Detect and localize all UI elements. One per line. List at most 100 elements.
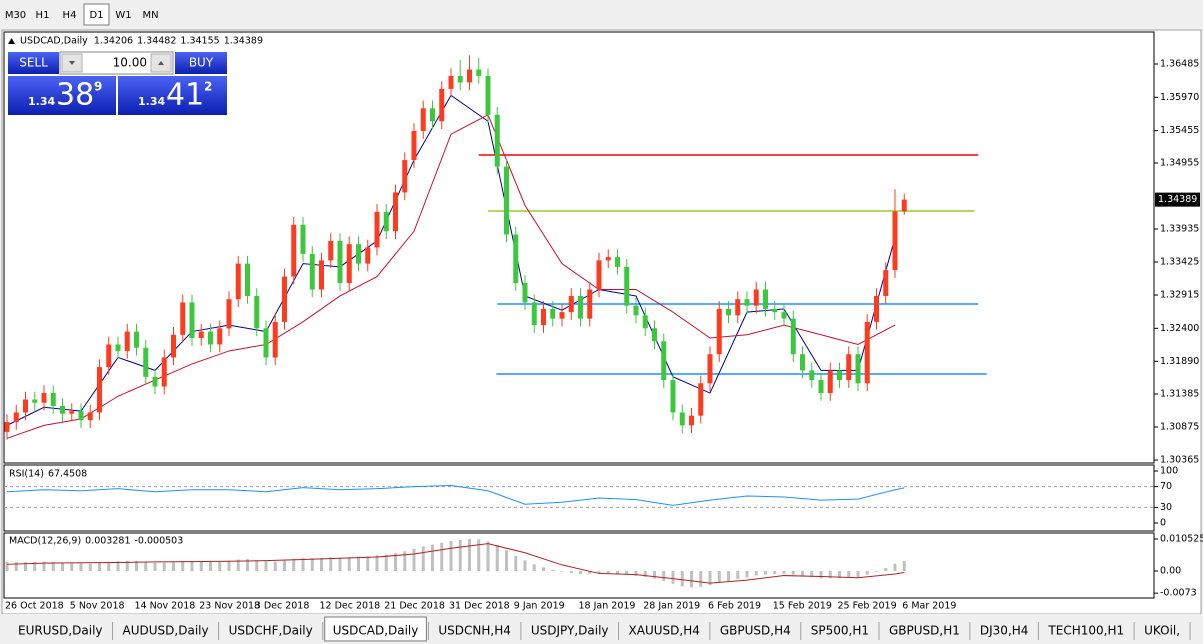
- timeframe-label[interactable]: M30: [5, 10, 26, 21]
- timeframe-label[interactable]: H1: [36, 10, 50, 21]
- tab[interactable]: [802, 620, 877, 641]
- candle-body: [448, 75, 454, 89]
- timeframe-button[interactable]: [3, 4, 28, 25]
- timeframe-label[interactable]: MN: [142, 10, 158, 21]
- tab-label[interactable]: GBPUSD,H4: [720, 624, 791, 638]
- candle-body: [189, 302, 195, 339]
- tab-label[interactable]: USDJPY,Daily: [531, 624, 609, 638]
- y-tick-label: 1.31890: [1160, 356, 1199, 367]
- tab-label[interactable]: USDCNH,H4: [438, 624, 511, 638]
- histogram-bar: [495, 545, 499, 572]
- candle-body: [818, 380, 824, 394]
- candle-body: [615, 257, 620, 267]
- tab[interactable]: [324, 616, 427, 642]
- tab-label[interactable]: TECH100,H1: [1047, 624, 1124, 638]
- ohlc-value: 1.34482: [137, 36, 176, 47]
- timeframe-label[interactable]: W1: [115, 10, 131, 21]
- timeframe-label[interactable]: H4: [63, 10, 77, 21]
- candle-body: [559, 312, 565, 319]
- sell-button[interactable]: [8, 52, 59, 74]
- x-tick-label: 6 Feb 2019: [708, 601, 761, 612]
- histogram-bar: [616, 571, 619, 574]
- toolbar: [0, 0, 1203, 29]
- histogram-bar: [209, 561, 212, 572]
- buy-label[interactable]: BUY: [189, 56, 214, 70]
- histogram-bar: [782, 571, 786, 574]
- tab-label[interactable]: DJ30,H4: [980, 624, 1029, 638]
- ask-price-big[interactable]: 1.34: [138, 95, 165, 108]
- tab[interactable]: [1040, 620, 1133, 641]
- histogram-bar: [653, 571, 656, 579]
- bid-price-big[interactable]: 1.34: [28, 95, 55, 108]
- candle-body: [494, 114, 500, 167]
- histogram-bar: [727, 571, 730, 582]
- tab-label[interactable]: USDCAD,Daily: [333, 624, 419, 638]
- sell-label[interactable]: SELL: [19, 56, 48, 70]
- tab-label[interactable]: UKOil,: [1144, 624, 1180, 638]
- x-tick-label: 21 Dec 2018: [384, 601, 445, 612]
- tab[interactable]: [522, 620, 617, 641]
- tab-label[interactable]: XAUUSD,H4: [629, 624, 700, 638]
- histogram-bar: [477, 539, 481, 572]
- tab[interactable]: [881, 620, 968, 641]
- timeframe-button[interactable]: [138, 4, 163, 25]
- histogram-bar: [514, 555, 518, 572]
- histogram-bar: [98, 562, 101, 572]
- candle-body: [365, 247, 371, 264]
- candle-body: [328, 240, 334, 261]
- timeframe-label[interactable]: D1: [89, 10, 103, 21]
- indicator-title: RSI(14): [9, 469, 44, 480]
- ask-price-box[interactable]: [118, 76, 227, 115]
- candle-body: [319, 260, 324, 290]
- histogram-bar: [338, 557, 342, 572]
- candle-body: [633, 305, 639, 316]
- timeframe-button[interactable]: [83, 3, 110, 26]
- tab-label[interactable]: USDCHF,Daily: [229, 624, 313, 638]
- histogram-bar: [273, 561, 277, 572]
- tab-label[interactable]: SP500,H1: [811, 624, 869, 638]
- candle-body: [198, 331, 204, 339]
- timeframe-button[interactable]: [57, 4, 82, 25]
- candle-body: [661, 341, 667, 381]
- timeframe-button[interactable]: [30, 4, 55, 25]
- tab[interactable]: [971, 620, 1037, 641]
- buy-button[interactable]: [175, 52, 227, 74]
- bid-price-point[interactable]: 9: [94, 80, 102, 94]
- x-tick-label: 12 Dec 2018: [320, 601, 381, 612]
- candle-body: [208, 331, 213, 345]
- lot-value[interactable]: 10.00: [113, 56, 147, 70]
- histogram-bar: [144, 561, 148, 572]
- candle-body: [78, 411, 84, 421]
- timeframe-button[interactable]: [111, 4, 136, 25]
- bid-price-box[interactable]: [8, 76, 116, 115]
- candle-body: [134, 331, 139, 348]
- lot-down-arrow: [69, 61, 75, 65]
- tab[interactable]: [114, 620, 217, 641]
- y-tick-label: 1.33935: [1160, 223, 1199, 234]
- tab-label[interactable]: GBPUSD,H1: [889, 624, 960, 638]
- tab[interactable]: [220, 620, 321, 641]
- candle-body: [735, 299, 741, 316]
- tab[interactable]: [711, 620, 799, 641]
- collapse-arrow[interactable]: [8, 38, 15, 44]
- histogram-bar: [838, 571, 841, 578]
- candle-body: [883, 270, 889, 296]
- ask-price-pips[interactable]: 41: [166, 78, 204, 113]
- histogram-bar: [14, 562, 18, 572]
- histogram-bar: [690, 571, 693, 588]
- histogram-bar: [255, 560, 259, 572]
- tab[interactable]: [10, 620, 111, 641]
- candle-body: [430, 108, 435, 122]
- tab[interactable]: [1136, 620, 1189, 641]
- indicator-line: [6, 485, 905, 506]
- lot-field[interactable]: [59, 51, 174, 75]
- tab[interactable]: [620, 620, 708, 641]
- bid-price-pips[interactable]: 38: [56, 78, 94, 113]
- histogram-bar: [51, 561, 55, 572]
- tab[interactable]: [430, 620, 519, 641]
- tab-label[interactable]: EURUSD,Daily: [18, 624, 103, 638]
- tab-label[interactable]: AUDUSD,Daily: [123, 624, 209, 638]
- candle-body: [263, 328, 269, 358]
- candle-body: [4, 422, 10, 432]
- ask-price-point[interactable]: 2: [204, 80, 212, 94]
